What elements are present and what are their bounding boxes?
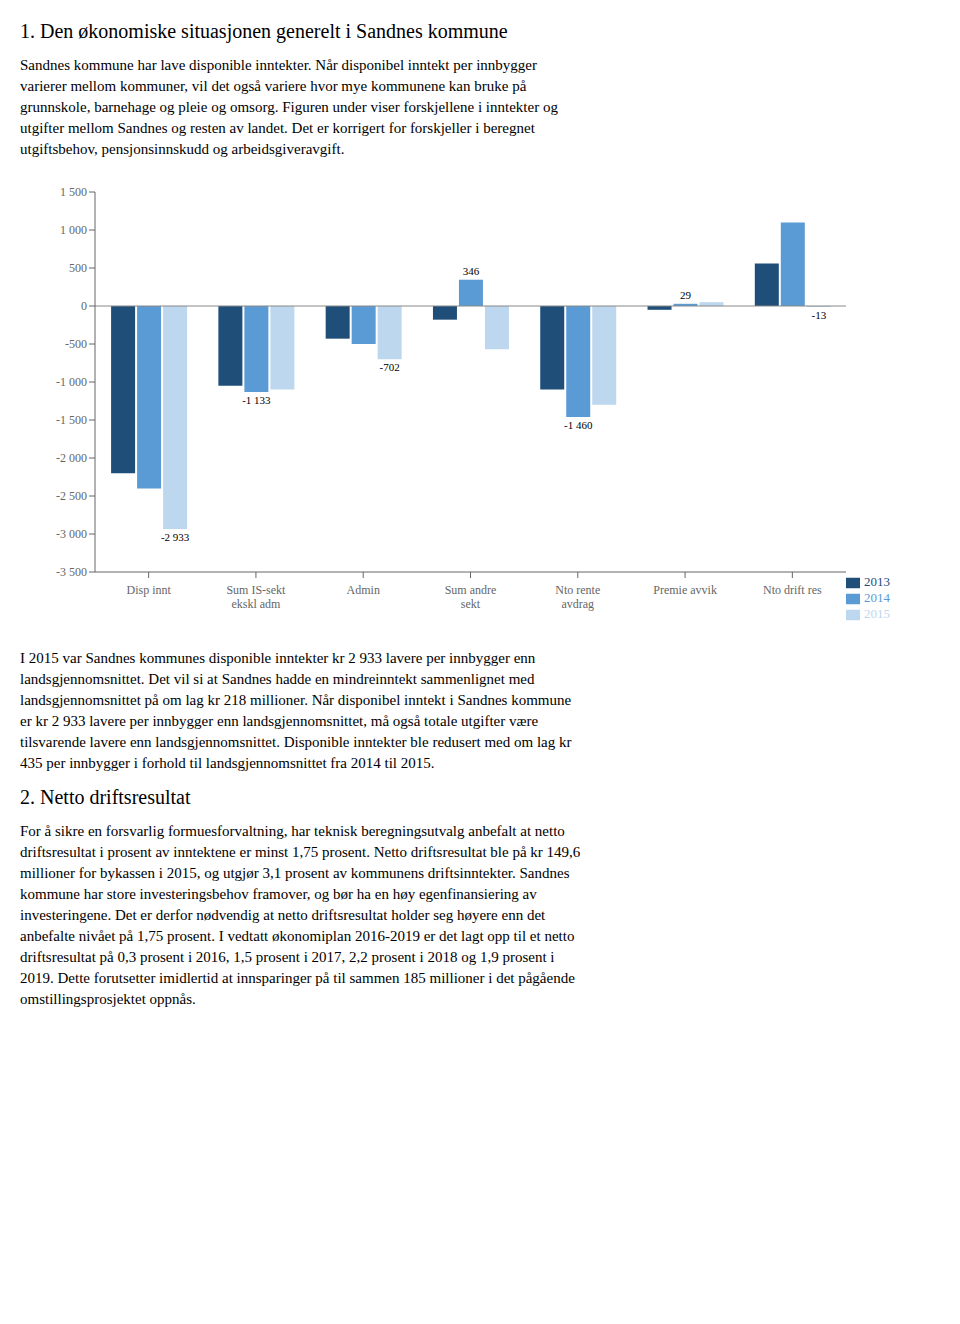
svg-text:-1 500: -1 500: [56, 413, 87, 427]
svg-text:-2 933: -2 933: [161, 531, 190, 543]
svg-text:Sum andresekt: Sum andresekt: [445, 583, 497, 611]
svg-text:-2 500: -2 500: [56, 489, 87, 503]
svg-text:-500: -500: [65, 337, 87, 351]
svg-text:-702: -702: [380, 361, 400, 373]
svg-text:346: 346: [463, 265, 480, 277]
html-text:2015: 2015: [864, 606, 890, 621]
svg-text:0: 0: [81, 299, 87, 313]
svg-text:-2 000: -2 000: [56, 451, 87, 465]
svg-text:Sum IS-sektekskl adm: Sum IS-sektekskl adm: [226, 583, 286, 611]
svg-text:-3 000: -3 000: [56, 527, 87, 541]
html-text:For å sikre en forsvarlig form: For å sikre en forsvarlig formuesforvalt…: [20, 823, 581, 1007]
html-text:2014: 2014: [864, 590, 890, 605]
svg-text:500: 500: [69, 261, 87, 275]
svg-text:-3 500: -3 500: [56, 565, 87, 579]
html-text:2. Netto driftsresultat: 2. Netto driftsresultat: [20, 786, 191, 808]
svg-text:29: 29: [680, 289, 692, 301]
svg-text:Nto renteavdrag: Nto renteavdrag: [555, 583, 600, 611]
html-text:I 2015 var Sandnes kommunes di: I 2015 var Sandnes kommunes disponible i…: [20, 650, 572, 771]
html-text:2013: 2013: [864, 574, 890, 589]
svg-text:-1 133: -1 133: [242, 394, 271, 406]
html-text:1. Den økonomiske situasjonen: 1. Den økonomiske situasjonen generelt i…: [20, 20, 508, 42]
svg-text:Premie avvik: Premie avvik: [653, 583, 717, 597]
svg-text:-13: -13: [811, 309, 826, 321]
svg-text:1 000: 1 000: [60, 223, 87, 237]
html-text:Sandnes kommune har lave dispo: Sandnes kommune har lave disponible innt…: [20, 57, 558, 157]
svg-text:-1 460: -1 460: [564, 419, 593, 431]
svg-text:1 500: 1 500: [60, 185, 87, 199]
svg-text:Admin: Admin: [347, 583, 380, 597]
svg-text:Nto drift res: Nto drift res: [763, 583, 822, 597]
svg-text:Disp innt: Disp innt: [126, 583, 171, 597]
svg-text:-1 000: -1 000: [56, 375, 87, 389]
